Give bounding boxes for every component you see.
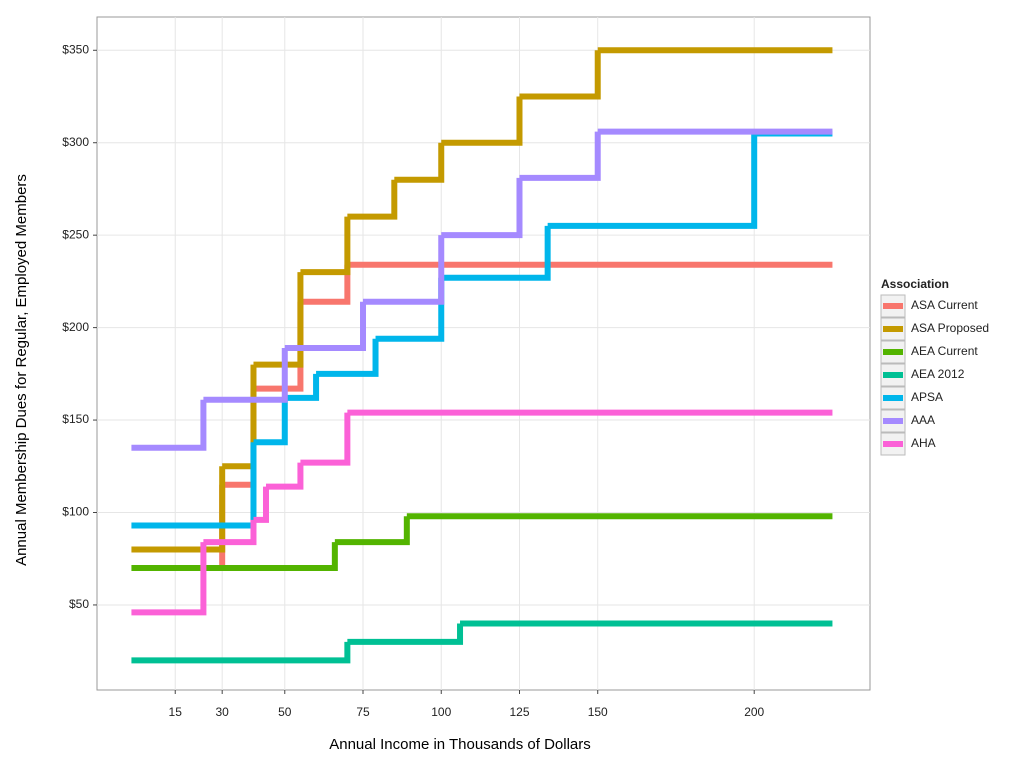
x-tick-label: 150: [588, 705, 608, 719]
step-segment: [284, 301, 367, 351]
y-tick-label: $300: [62, 135, 89, 149]
step-segment: [394, 142, 445, 183]
y-tick-label: $350: [62, 42, 89, 56]
legend-label: ASA Proposed: [911, 321, 989, 335]
x-tick-label: 15: [169, 705, 183, 719]
step-segment: [131, 399, 207, 451]
x-tick-label: 50: [278, 705, 292, 719]
step-segment: [441, 225, 551, 281]
legend-label: APSA: [911, 390, 943, 404]
step-segment: [253, 397, 288, 446]
legend-label: AAA: [911, 413, 935, 427]
x-tick-label: 30: [216, 705, 230, 719]
step-segment: [441, 177, 523, 239]
step-segment: [300, 264, 351, 305]
y-tick-label: $100: [62, 505, 89, 519]
y-tick-label: $200: [62, 320, 89, 334]
step-segment: [519, 131, 601, 181]
y-axis-title: Annual Membership Dues for Regular, Empl…: [13, 174, 30, 566]
step-segment: [300, 216, 351, 276]
step-segment: [441, 96, 523, 146]
y-tick-label: $50: [69, 597, 89, 611]
step-segment: [253, 272, 304, 368]
step-segment: [316, 338, 379, 377]
x-axis-title: Annual Income in Thousands of Dollars: [329, 736, 591, 753]
y-tick-label: $150: [62, 412, 89, 426]
step-segment: [547, 133, 758, 229]
legend-label: ASA Current: [911, 298, 978, 312]
y-tick-label: $250: [62, 227, 89, 241]
step-segment: [284, 373, 320, 401]
step-segment: [131, 466, 226, 553]
step-segment: [519, 50, 601, 100]
step-segment: [131, 542, 338, 571]
step-segment: [131, 641, 351, 664]
step-segment: [347, 179, 398, 220]
legend-label: AEA Current: [911, 344, 978, 358]
legend-title: Association: [881, 277, 949, 291]
step-segment: [265, 462, 304, 490]
step-segment: [203, 519, 257, 546]
step-segment: [300, 412, 351, 466]
x-tick-label: 75: [356, 705, 370, 719]
x-tick-label: 100: [431, 705, 451, 719]
legend-label: AEA 2012: [911, 367, 965, 381]
step-segment: [363, 235, 445, 305]
step-segment: [203, 347, 288, 403]
step-segment: [253, 486, 269, 523]
step-segment: [334, 516, 410, 546]
legend-label: AHA: [911, 436, 936, 450]
step-segment: [131, 542, 207, 616]
step-segment: [347, 623, 464, 645]
x-tick-label: 200: [744, 705, 764, 719]
x-tick-label: 125: [509, 705, 529, 719]
